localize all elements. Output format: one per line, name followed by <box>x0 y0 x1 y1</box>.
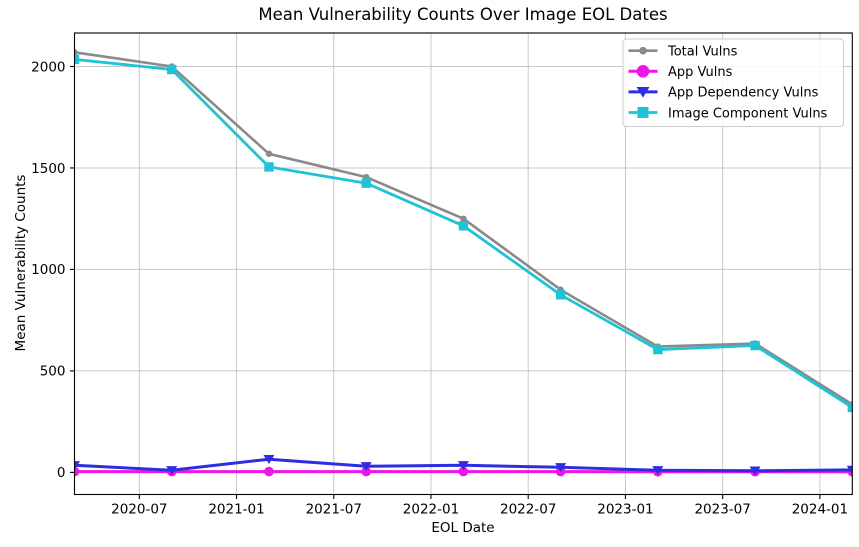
legend-frame <box>622 38 844 127</box>
y-tick-label: 1000 <box>31 262 65 278</box>
legend-label: Total Vulns <box>667 45 738 60</box>
series-marker <box>74 466 80 477</box>
series-marker <box>636 65 650 78</box>
series-marker <box>264 466 274 477</box>
legend-entry-app-vulns: App Vulns <box>628 65 733 80</box>
legend-entry-app-dependency-vulns: App Dependency Vulns <box>628 86 819 101</box>
series-marker <box>360 462 372 472</box>
y-tick-label: 0 <box>57 465 66 481</box>
x-tick-label: 2021-07 <box>306 502 362 518</box>
x-tick-label: 2022-01 <box>403 502 459 518</box>
series-marker <box>166 466 178 476</box>
series-marker <box>263 454 275 464</box>
x-axis-title: EOL Date <box>431 520 495 536</box>
series-app-dependency-vulns <box>74 454 853 476</box>
series-marker <box>265 150 273 157</box>
series-marker <box>457 461 469 471</box>
series-marker <box>361 178 371 188</box>
series-marker <box>653 344 663 355</box>
series-marker <box>749 466 761 476</box>
series-marker <box>639 46 647 55</box>
series-image-component-vulns <box>74 54 853 413</box>
series-marker <box>750 340 760 351</box>
x-tick-label: 2021-01 <box>208 502 264 518</box>
x-tick-label: 2024-01 <box>792 502 848 518</box>
series-marker <box>458 221 469 231</box>
series-marker <box>847 402 853 413</box>
series-marker <box>636 86 650 98</box>
x-tick-label: 2022-07 <box>500 502 556 518</box>
series-marker <box>74 54 80 65</box>
y-tick-label: 1500 <box>31 161 65 177</box>
series-marker <box>167 64 177 75</box>
legend: Total Vulns App Vulns App Dependency Vulns… <box>622 38 844 127</box>
legend-entry-total-vulns: Total Vulns <box>628 45 738 60</box>
y-tick-label: 2000 <box>31 59 65 75</box>
series-marker <box>460 215 467 222</box>
series-marker <box>361 466 371 477</box>
plot-area <box>74 49 853 477</box>
y-tick-label: 500 <box>40 364 66 380</box>
series-marker <box>458 466 469 477</box>
x-tick-label: 2023-01 <box>597 502 653 518</box>
series-marker <box>846 465 853 475</box>
legend-label: App Vulns <box>668 65 733 80</box>
legend-label: Image Component Vulns <box>668 106 828 121</box>
series-marker <box>555 463 567 473</box>
x-tick-label: 2023-07 <box>694 502 750 518</box>
chart-title: Mean Vulnerability Counts Over Image EOL… <box>258 5 668 24</box>
x-tick-label: 2020-07 <box>111 502 167 518</box>
series-marker <box>652 466 664 476</box>
y-axis-title: Mean Vulnerability Counts <box>13 174 29 352</box>
series-marker <box>74 461 80 471</box>
series-marker <box>637 107 649 118</box>
series-marker <box>74 49 78 56</box>
series-marker <box>264 162 274 172</box>
legend-entry-image-component-vulns: Image Component Vulns <box>628 106 828 121</box>
series-marker <box>555 290 566 300</box>
plot-border <box>73 32 853 496</box>
legend-label: App Dependency Vulns <box>668 86 819 101</box>
